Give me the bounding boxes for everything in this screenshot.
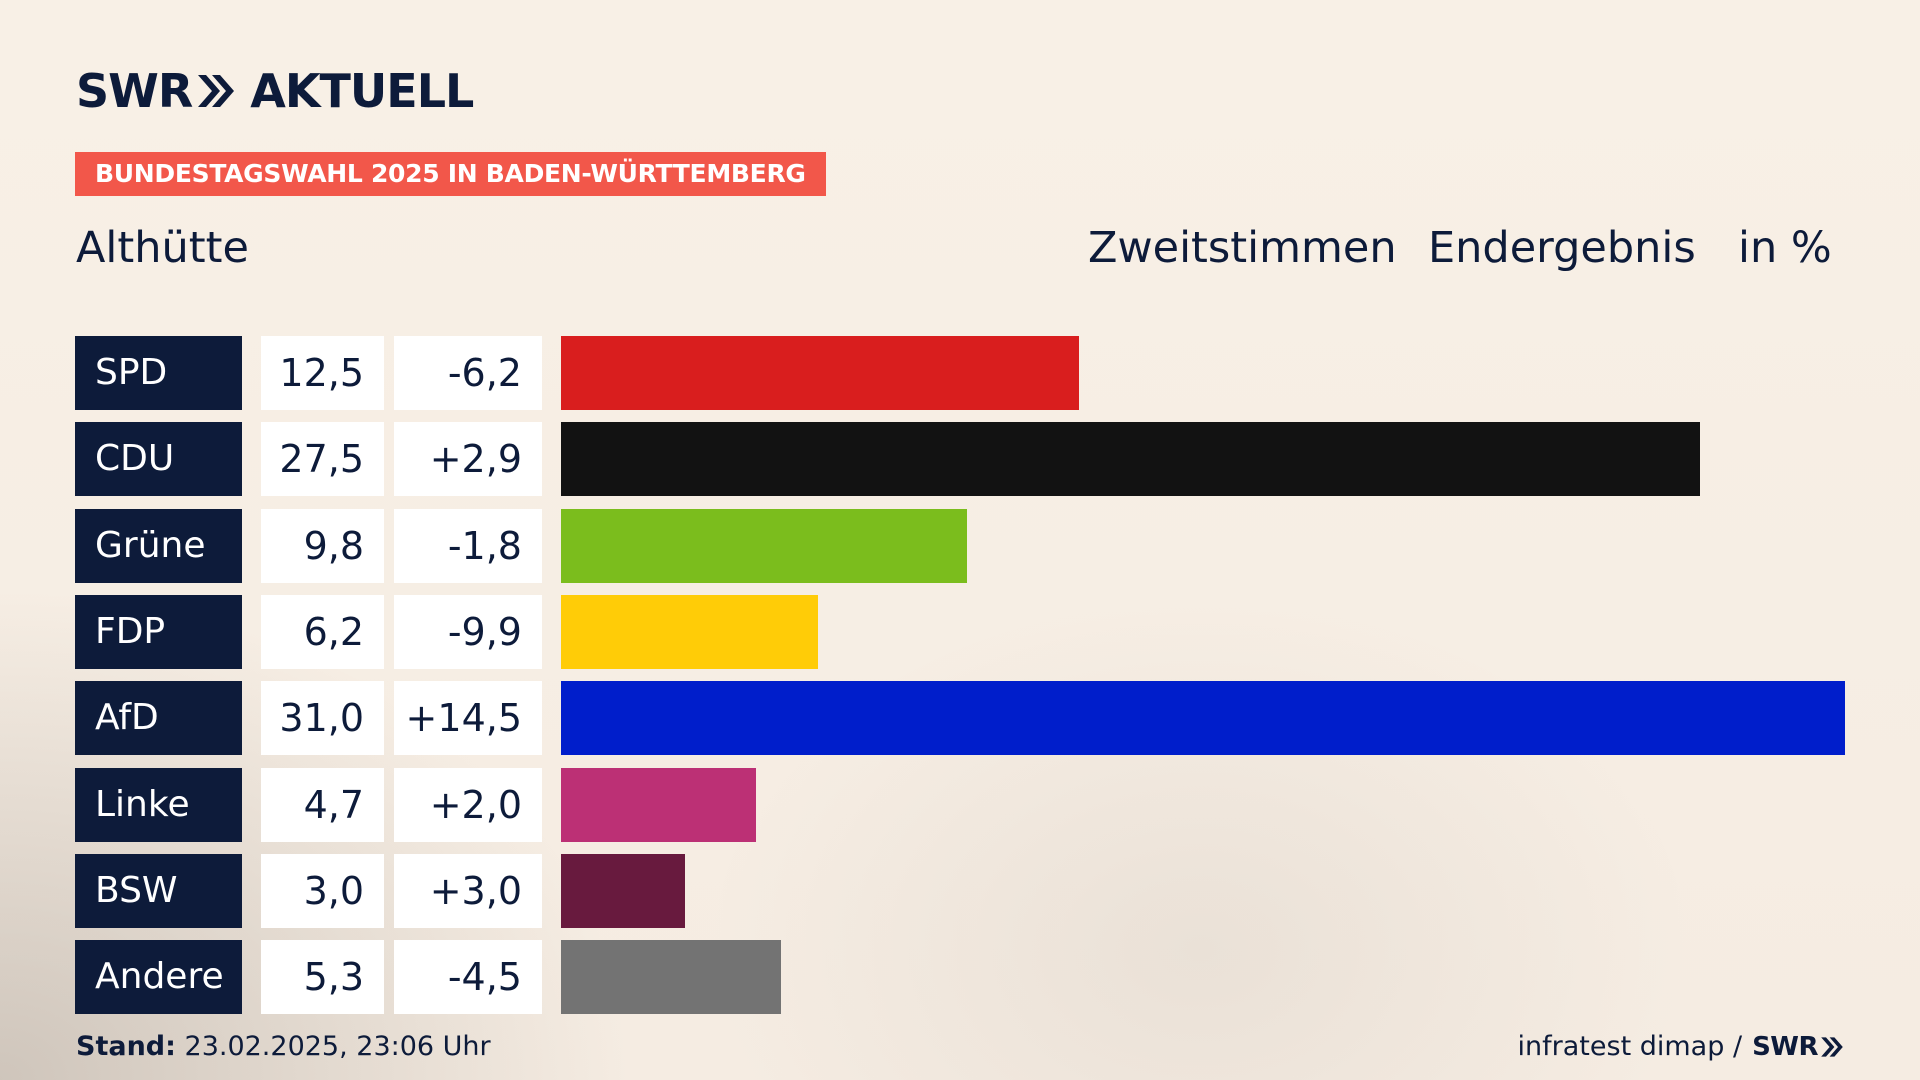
- double-chevron-icon: [198, 75, 235, 107]
- vote-share-1: 27,5: [261, 422, 384, 496]
- party-label-5: Linke: [75, 768, 242, 842]
- stand-label: Stand:: [76, 1031, 176, 1062]
- source-text: infratest dimap /: [1517, 1031, 1743, 1062]
- source-info: infratest dimap / SWR: [1518, 1030, 1844, 1064]
- footer-swr-logo: SWR: [1752, 1032, 1818, 1062]
- vote-change-1: +2,9: [394, 422, 542, 496]
- footer-double-chevron-icon: [1821, 1037, 1843, 1057]
- party-label-2: Grüne: [75, 509, 242, 583]
- bar-1: [561, 422, 1700, 496]
- header-result: Endergebnis: [1428, 223, 1696, 273]
- vote-change-3: -9,9: [394, 595, 542, 669]
- logo-swr-text: SWR: [76, 64, 193, 118]
- vote-change-5: +2,0: [394, 768, 542, 842]
- place-title: Althütte: [76, 223, 249, 273]
- vote-change-4: +14,5: [394, 681, 542, 755]
- party-label-4: AfD: [75, 681, 242, 755]
- swr-aktuell-logo: SWR AKTUELL: [76, 64, 474, 118]
- vote-share-4: 31,0: [261, 681, 384, 755]
- stand-info: Stand: 23.02.2025, 23:06 Uhr: [76, 1030, 491, 1064]
- vote-share-3: 6,2: [261, 595, 384, 669]
- bar-0: [561, 336, 1079, 410]
- bar-3: [561, 595, 818, 669]
- election-banner: BUNDESTAGSWAHL 2025 IN BADEN-WÜRTTEMBERG: [75, 152, 826, 196]
- vote-change-0: -6,2: [394, 336, 542, 410]
- bar-5: [561, 768, 756, 842]
- bar-7: [561, 940, 781, 1014]
- bar-2: [561, 509, 967, 583]
- stand-value: 23.02.2025, 23:06 Uhr: [184, 1031, 491, 1062]
- vote-share-2: 9,8: [261, 509, 384, 583]
- vote-share-0: 12,5: [261, 336, 384, 410]
- logo-aktuell-text: AKTUELL: [250, 64, 474, 118]
- header-unit: in %: [1738, 223, 1832, 273]
- vote-change-6: +3,0: [394, 854, 542, 928]
- party-label-6: BSW: [75, 854, 242, 928]
- party-label-0: SPD: [75, 336, 242, 410]
- party-label-7: Andere: [75, 940, 242, 1014]
- bar-4: [561, 681, 1845, 755]
- vote-change-7: -4,5: [394, 940, 542, 1014]
- vote-share-5: 4,7: [261, 768, 384, 842]
- party-label-1: CDU: [75, 422, 242, 496]
- vote-share-6: 3,0: [261, 854, 384, 928]
- header-vote-type: Zweitstimmen: [1088, 223, 1397, 273]
- bar-6: [561, 854, 685, 928]
- vote-share-7: 5,3: [261, 940, 384, 1014]
- vote-change-2: -1,8: [394, 509, 542, 583]
- party-label-3: FDP: [75, 595, 242, 669]
